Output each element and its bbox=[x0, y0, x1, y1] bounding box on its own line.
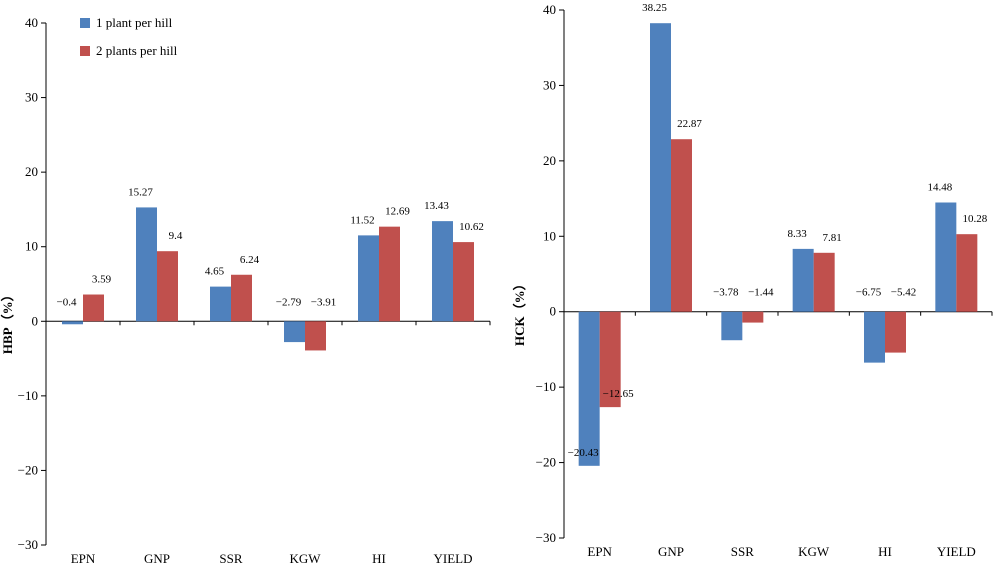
bar bbox=[62, 321, 83, 325]
legend-label: 2 plants per hill bbox=[96, 43, 178, 58]
x-tick-label: EPN bbox=[587, 544, 612, 559]
y-axis-label: HBP（%） bbox=[0, 288, 15, 354]
y-axis-label: HCK（%） bbox=[512, 277, 527, 346]
x-tick-label: HI bbox=[878, 544, 892, 559]
y-tick-label: −30 bbox=[18, 537, 38, 552]
data-label: 9.4 bbox=[169, 230, 183, 242]
x-tick-label: GNP bbox=[144, 551, 170, 566]
bar bbox=[671, 139, 692, 312]
data-label: 4.65 bbox=[205, 266, 225, 278]
bar bbox=[432, 221, 453, 322]
bar bbox=[742, 311, 764, 323]
x-tick-label: HI bbox=[372, 551, 386, 566]
y-tick-label: 30 bbox=[543, 77, 556, 92]
data-label: 6.24 bbox=[240, 254, 260, 266]
y-tick-label: 20 bbox=[543, 153, 556, 168]
data-label: −3.91 bbox=[311, 296, 336, 308]
bar bbox=[83, 294, 104, 322]
legend-swatch bbox=[80, 46, 90, 56]
y-tick-label: −20 bbox=[18, 462, 38, 477]
data-label: 14.48 bbox=[927, 181, 952, 193]
bar bbox=[379, 226, 400, 322]
data-label: −2.79 bbox=[276, 296, 302, 308]
bar bbox=[956, 234, 978, 312]
bar bbox=[157, 251, 178, 322]
bar bbox=[792, 248, 814, 312]
bar bbox=[578, 311, 600, 466]
x-tick-label: SSR bbox=[731, 544, 754, 559]
data-label: 38.25 bbox=[642, 2, 667, 14]
data-label: 15.27 bbox=[128, 186, 153, 198]
bar bbox=[305, 321, 326, 351]
bar bbox=[721, 311, 743, 341]
y-tick-label: 10 bbox=[543, 228, 556, 243]
bar bbox=[813, 252, 835, 312]
data-label: 10.62 bbox=[459, 221, 484, 233]
data-label: 22.87 bbox=[677, 118, 702, 130]
chart-hbp: −30 −20 −10 0 10 20 30 40 HBP（%） EPN −0.4 3.59 GNP 15… bbox=[0, 15, 491, 566]
bar bbox=[599, 311, 621, 408]
x-tick-label: YIELD bbox=[937, 544, 976, 559]
data-label: 3.59 bbox=[92, 274, 112, 286]
legend-label: 1 plant per hill bbox=[96, 15, 173, 30]
data-label: −6.75 bbox=[856, 287, 882, 299]
y-tick-label: 0 bbox=[32, 313, 39, 328]
bar bbox=[864, 311, 885, 363]
y-tick-label: −10 bbox=[18, 388, 38, 403]
x-tick-label: YIELD bbox=[434, 551, 473, 566]
chart-hck: −30 −20 −10 0 10 20 30 40 HCK（%） EPN −20.43 −12.65 G… bbox=[512, 2, 993, 559]
x-tick-label: EPN bbox=[71, 551, 96, 566]
bar bbox=[210, 286, 231, 322]
y-tick-label: −20 bbox=[536, 455, 556, 470]
bar bbox=[284, 321, 305, 343]
data-label: −12.65 bbox=[603, 388, 634, 400]
data-label: 12.69 bbox=[385, 206, 410, 218]
data-label: 13.43 bbox=[424, 200, 449, 212]
data-label: −1.44 bbox=[748, 287, 774, 299]
y-tick-label: 30 bbox=[25, 90, 38, 105]
bar bbox=[885, 311, 906, 353]
data-label: −20.43 bbox=[568, 447, 599, 459]
y-tick-label: 40 bbox=[25, 15, 38, 30]
bar bbox=[453, 242, 474, 322]
x-tick-label: KGW bbox=[289, 551, 321, 566]
data-label: 10.28 bbox=[962, 213, 987, 225]
y-tick-label: 40 bbox=[543, 2, 556, 17]
bar bbox=[358, 235, 379, 322]
y-tick-label: −10 bbox=[536, 379, 556, 394]
data-label: 11.52 bbox=[350, 214, 374, 226]
y-tick-label: 10 bbox=[25, 239, 38, 254]
bar bbox=[935, 202, 957, 312]
bar bbox=[231, 274, 252, 322]
bar bbox=[136, 207, 157, 322]
data-label: −5.42 bbox=[891, 287, 916, 299]
data-label: 8.33 bbox=[788, 228, 808, 240]
data-label: −3.78 bbox=[713, 287, 739, 299]
y-tick-label: 20 bbox=[25, 164, 38, 179]
data-label: 7.81 bbox=[823, 232, 842, 244]
x-tick-label: KGW bbox=[798, 544, 830, 559]
y-tick-label: 0 bbox=[550, 304, 557, 319]
legend-swatch bbox=[80, 18, 90, 28]
data-label: −0.4 bbox=[57, 296, 77, 308]
x-tick-label: SSR bbox=[219, 551, 242, 566]
y-tick-label: −30 bbox=[536, 530, 556, 545]
x-tick-label: GNP bbox=[658, 544, 684, 559]
bar bbox=[650, 23, 671, 312]
